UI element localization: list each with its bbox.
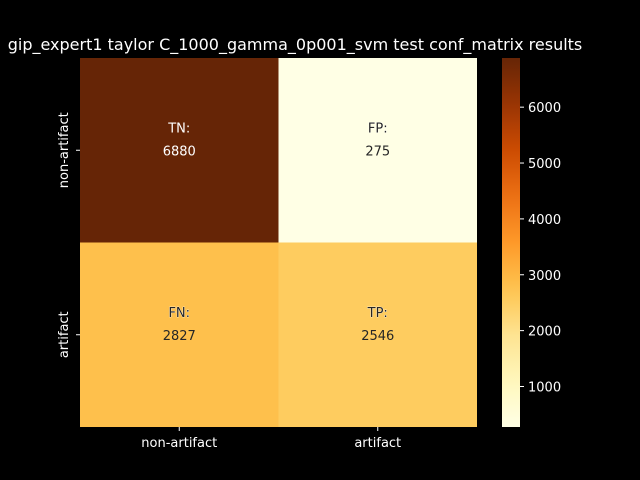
chart-title: gip_expert1 taylor C_1000_gamma_0p001_sv…	[8, 35, 583, 55]
heatmap-cell	[278, 242, 477, 427]
colorbar-tick-label: 1000	[528, 380, 561, 395]
colorbar-tick-label: 3000	[528, 269, 561, 284]
cell-value: 6880	[163, 144, 196, 159]
heatmap-cell	[80, 242, 279, 427]
colorbar: 1000 2000 3000 4000 5000 6000	[502, 58, 561, 427]
heatmap-cells: TN: 6880 FP: 275 FN: 2827 TP: 2546	[80, 58, 477, 427]
x-tick-label: artifact	[354, 436, 401, 451]
cell-label: TN:	[167, 121, 190, 136]
heatmap-cell	[80, 58, 279, 243]
cell-label: FP:	[368, 121, 388, 136]
colorbar-tick-label: 6000	[528, 101, 561, 116]
cell-label: TP:	[367, 306, 388, 321]
cell-value: 2827	[163, 329, 196, 344]
cell-label: FN:	[168, 306, 190, 321]
cell-value: 275	[365, 144, 390, 159]
colorbar-tick-label: 4000	[528, 213, 561, 228]
x-tick-label: non-artifact	[141, 436, 217, 451]
y-tick-label: artifact	[57, 311, 72, 358]
heatmap-axes: non-artifact artifact non-artifact artifact	[57, 112, 401, 451]
cell-value: 2546	[361, 329, 394, 344]
colorbar-gradient	[502, 58, 520, 427]
colorbar-tick-label: 2000	[528, 325, 561, 340]
y-tick-label: non-artifact	[57, 112, 72, 188]
heatmap-cell	[278, 58, 477, 243]
colorbar-tick-label: 5000	[528, 157, 561, 172]
